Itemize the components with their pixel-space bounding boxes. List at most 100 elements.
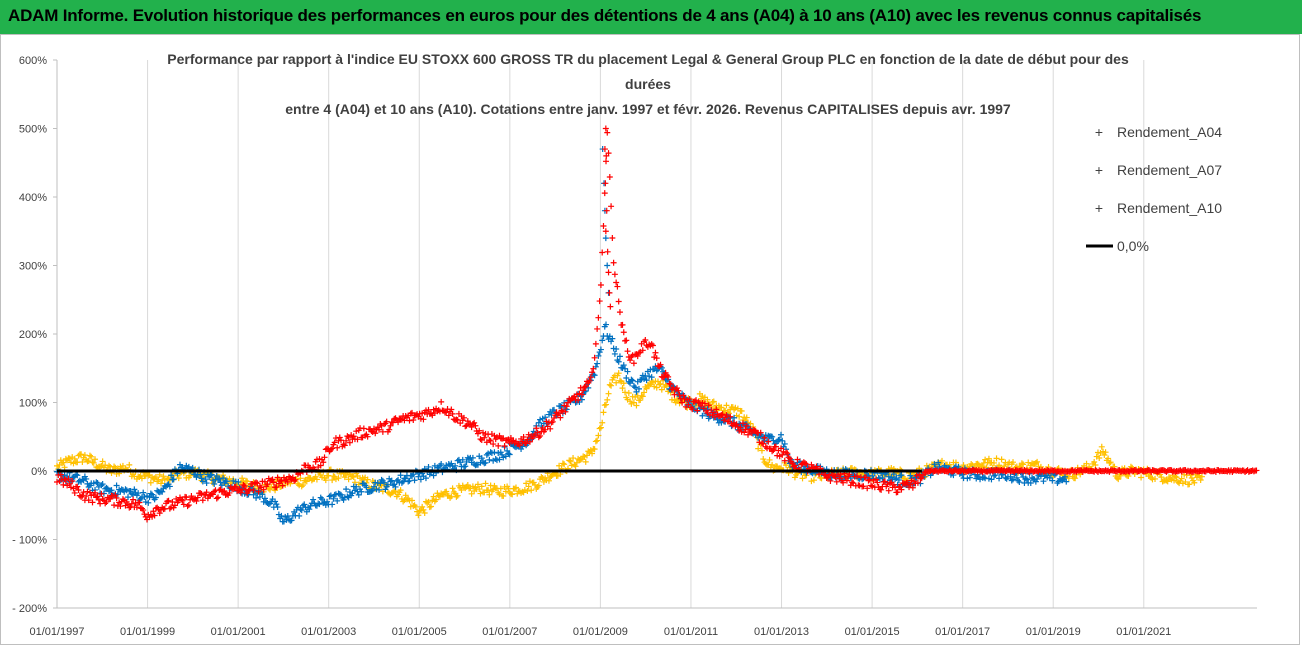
data-point bbox=[500, 493, 507, 500]
data-point bbox=[551, 415, 558, 422]
data-point bbox=[599, 419, 606, 426]
data-point bbox=[338, 491, 345, 498]
data-point bbox=[643, 377, 650, 384]
data-point bbox=[718, 404, 725, 411]
data-point bbox=[523, 480, 530, 487]
x-tick-label: 01/01/1997 bbox=[29, 626, 84, 638]
data-point bbox=[379, 428, 386, 435]
data-point bbox=[92, 489, 99, 496]
data-point bbox=[128, 490, 135, 497]
data-point bbox=[873, 476, 880, 483]
data-point bbox=[459, 456, 466, 463]
data-point bbox=[145, 499, 152, 506]
data-point bbox=[466, 455, 473, 462]
data-point bbox=[988, 476, 995, 483]
data-point bbox=[316, 501, 323, 508]
data-point bbox=[914, 479, 921, 486]
data-point bbox=[185, 502, 192, 509]
x-tick-label: 01/01/2009 bbox=[573, 626, 628, 638]
data-point bbox=[769, 448, 776, 455]
data-point bbox=[411, 477, 418, 484]
data-point bbox=[743, 422, 750, 429]
data-point bbox=[353, 483, 360, 490]
legend-marker-a10: + bbox=[1095, 200, 1103, 216]
chart-frame bbox=[0, 34, 1300, 645]
data-point bbox=[329, 501, 336, 508]
data-point bbox=[827, 477, 834, 484]
data-point bbox=[415, 512, 422, 519]
y-tick-label: 300% bbox=[19, 261, 47, 273]
data-point bbox=[376, 426, 383, 433]
data-point bbox=[239, 475, 246, 482]
data-point bbox=[563, 403, 570, 410]
data-point bbox=[140, 507, 147, 514]
data-point bbox=[604, 248, 611, 255]
data-point bbox=[601, 190, 608, 197]
data-point bbox=[615, 370, 622, 377]
data-point bbox=[235, 478, 242, 485]
data-point bbox=[990, 472, 997, 479]
data-point bbox=[108, 487, 115, 494]
data-point bbox=[299, 481, 306, 488]
data-point bbox=[127, 488, 134, 495]
data-point bbox=[381, 479, 388, 486]
data-point bbox=[1032, 478, 1039, 485]
data-point bbox=[336, 434, 343, 441]
data-point bbox=[156, 510, 163, 517]
data-point bbox=[580, 387, 587, 394]
data-point bbox=[665, 373, 672, 380]
data-point bbox=[203, 480, 210, 487]
data-point bbox=[152, 494, 159, 501]
data-point bbox=[803, 461, 810, 468]
data-point bbox=[482, 459, 489, 466]
data-point bbox=[449, 410, 456, 417]
data-point bbox=[620, 329, 627, 336]
data-point bbox=[596, 298, 603, 305]
data-point bbox=[95, 496, 102, 503]
data-point bbox=[864, 485, 871, 492]
data-point bbox=[1023, 476, 1030, 483]
x-tick-label: 01/01/2021 bbox=[1116, 626, 1171, 638]
data-point bbox=[270, 479, 277, 486]
data-point bbox=[430, 493, 437, 500]
data-point bbox=[779, 451, 786, 458]
data-point bbox=[566, 457, 573, 464]
data-point bbox=[591, 354, 598, 361]
data-point bbox=[310, 496, 317, 503]
data-point bbox=[464, 418, 471, 425]
data-point bbox=[478, 455, 485, 462]
data-point bbox=[358, 488, 365, 495]
data-point bbox=[843, 477, 850, 484]
data-point bbox=[209, 491, 216, 498]
data-point bbox=[255, 488, 262, 495]
x-tick-label: 01/01/2015 bbox=[845, 626, 900, 638]
data-point bbox=[620, 380, 627, 387]
data-point bbox=[608, 338, 615, 345]
data-point bbox=[57, 471, 64, 478]
data-point bbox=[727, 413, 734, 420]
data-point bbox=[461, 463, 468, 470]
data-point bbox=[102, 462, 109, 469]
data-point bbox=[582, 458, 589, 465]
data-point bbox=[1027, 480, 1034, 487]
data-point bbox=[996, 475, 1003, 482]
data-point bbox=[321, 454, 328, 461]
chart-title-line-1: Performance par rapport à l'indice EU ST… bbox=[167, 51, 1129, 67]
data-point bbox=[635, 349, 642, 356]
data-point bbox=[642, 337, 649, 344]
data-point bbox=[919, 472, 926, 479]
banner-title: ADAM Informe. Evolution historique des p… bbox=[8, 6, 1202, 25]
data-point bbox=[823, 475, 830, 482]
axes bbox=[56, 60, 1257, 609]
data-point bbox=[737, 424, 744, 431]
data-point bbox=[425, 406, 432, 413]
data-point bbox=[78, 451, 85, 458]
data-point bbox=[742, 426, 749, 433]
data-point bbox=[83, 475, 90, 482]
data-point bbox=[1107, 459, 1114, 466]
data-point bbox=[126, 461, 133, 468]
data-point bbox=[140, 489, 147, 496]
data-point bbox=[615, 358, 622, 365]
data-point bbox=[71, 455, 78, 462]
data-point bbox=[545, 477, 552, 484]
